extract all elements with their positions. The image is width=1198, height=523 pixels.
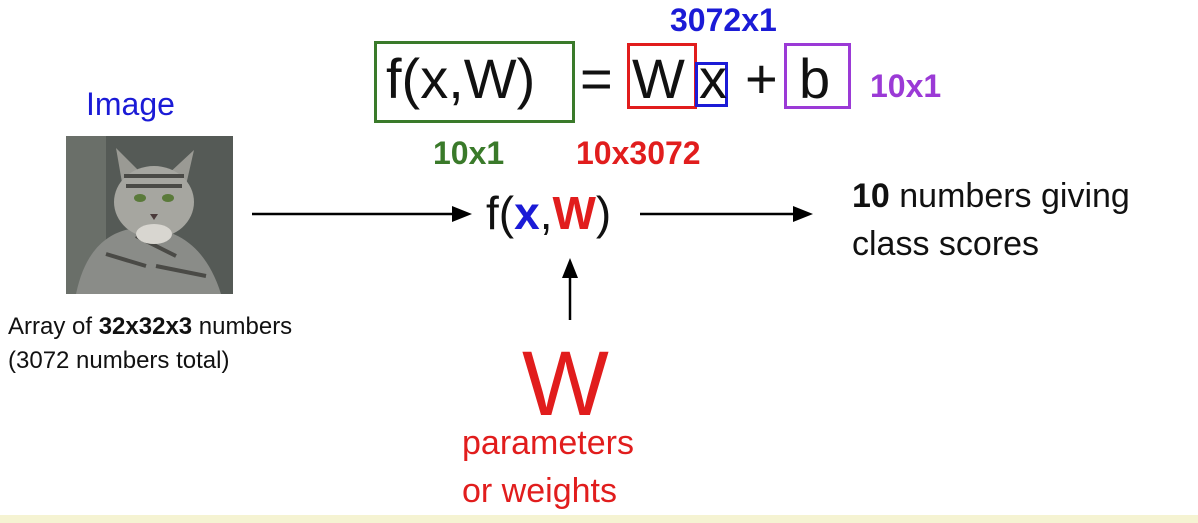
arrow-W-to-f (562, 258, 578, 320)
image-caption-suffix: numbers (192, 313, 293, 340)
output-line1-text: numbers giving (889, 177, 1130, 215)
output-line2: class scores (852, 225, 1040, 263)
b-box (784, 43, 851, 109)
image-caption-line1: Array of 32x32x3 numbers (8, 310, 292, 344)
output-count: 10 (852, 177, 890, 215)
weights-line2: or weights (462, 472, 617, 510)
f-box (374, 41, 575, 123)
output-line1: 10 numbers giving (852, 172, 1130, 220)
image-caption-prefix: Array of (8, 313, 99, 340)
weights-symbol: W (522, 333, 609, 435)
function-W: W (552, 187, 596, 239)
cat-illustration (66, 136, 233, 294)
equation-W: W (632, 47, 685, 110)
cat-image (66, 136, 233, 294)
function-close: ) (595, 187, 612, 239)
plus-sign: + (745, 47, 778, 110)
arrow-image-to-f (252, 206, 472, 222)
function-x: x (514, 187, 540, 239)
image-caption-line2: (3072 numbers total) (8, 347, 230, 374)
weights-line1: parameters (462, 424, 634, 462)
dim-f-label: 10x1 (433, 135, 505, 171)
x-box (695, 62, 728, 107)
function-expression: f(x,W) (486, 190, 611, 236)
equation-lhs: f(x,W) (386, 47, 536, 110)
equals-sign: = (580, 47, 613, 110)
function-open: f( (486, 187, 515, 239)
arrow-f-to-output (640, 206, 813, 222)
dim-b-label: 10x1 (870, 68, 942, 104)
function-comma: , (539, 187, 553, 239)
bottom-strip (0, 515, 1198, 523)
equation-x: x (699, 47, 727, 110)
dim-x-label: 3072x1 (670, 2, 777, 38)
equation-b: b (799, 47, 831, 110)
image-caption-dims: 32x32x3 (98, 313, 193, 340)
dim-W-label: 10x3072 (576, 135, 701, 171)
image-label: Image (86, 86, 175, 122)
